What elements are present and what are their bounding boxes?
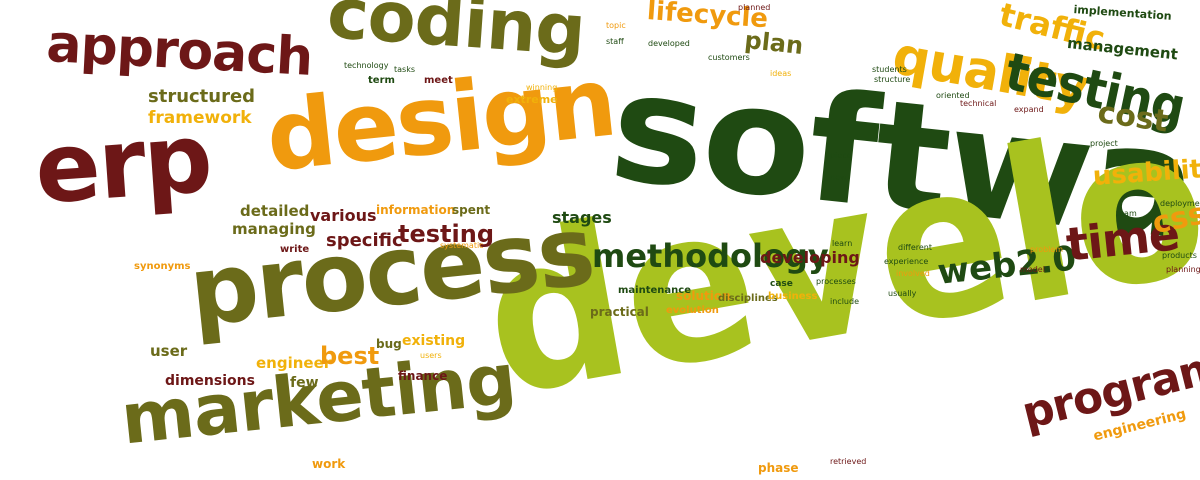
word-processes: processes: [816, 277, 856, 286]
word-usability: usability: [1091, 153, 1200, 192]
word-methodology: methodology: [592, 237, 829, 275]
word-team: team: [1116, 209, 1137, 218]
word-new: new: [830, 173, 847, 182]
word-include: include: [830, 297, 859, 306]
word-existing: existing: [402, 333, 466, 349]
word-extreme: extreme: [506, 93, 558, 106]
word-framework: framework: [148, 108, 252, 128]
word-ideas: ideas: [770, 69, 792, 78]
word-piece: piece: [830, 151, 852, 160]
word-write: write: [280, 244, 310, 255]
word-customers: customers: [708, 53, 750, 62]
word-different: different: [898, 243, 932, 252]
word-planning: planning: [1166, 265, 1200, 274]
word-disciplines: disciplines: [718, 293, 778, 304]
word-best: best: [320, 342, 380, 370]
word-few: few: [290, 375, 319, 391]
word-spent: spent: [452, 203, 491, 217]
word-structured: structured: [148, 86, 256, 107]
word-work: work: [312, 457, 346, 471]
word-various: various: [310, 206, 377, 225]
word-dimensions: dimensions: [165, 373, 255, 389]
word-systematic: systematic: [440, 241, 484, 250]
word-stages: stages: [552, 208, 612, 227]
word-case: case: [770, 279, 793, 289]
word-testing-mid: testing: [398, 220, 494, 248]
word-experience: experience: [884, 257, 929, 266]
word-developed: developed: [648, 39, 690, 48]
word-coding: coding: [324, 0, 588, 72]
word-information: information: [376, 203, 456, 217]
word-involved: involved: [896, 269, 930, 278]
word-structure: structure: [874, 75, 911, 84]
word-learn: learn: [832, 239, 853, 248]
word-maintenance: maintenance: [618, 285, 691, 296]
word-practical: practical: [590, 305, 649, 319]
word-usually: usually: [888, 289, 917, 298]
word-bug: bug: [376, 337, 402, 351]
word-plan: plan: [743, 26, 805, 60]
word-project: project: [1090, 139, 1118, 148]
word-technical: technical: [960, 99, 997, 108]
word-students: students: [872, 65, 907, 74]
word-tasks: tasks: [394, 65, 416, 74]
word-winning: winning: [526, 83, 558, 92]
word-design: design: [261, 45, 620, 194]
word-business: business: [768, 291, 818, 302]
word-expand: expand: [1014, 105, 1044, 114]
word-staff: staff: [606, 37, 624, 46]
word-retrieved: retrieved: [830, 457, 867, 466]
word-oriented: oriented: [936, 91, 970, 100]
word-deployment: deployment: [1160, 199, 1200, 208]
word-problem: problem: [1030, 245, 1064, 254]
word-detailed: detailed: [240, 202, 310, 220]
word-technology: technology: [344, 61, 389, 70]
word-engineer: engineer: [256, 354, 332, 372]
word-products: products: [1162, 251, 1197, 260]
word-phase: phase: [758, 461, 799, 475]
word-approach: approach: [45, 14, 314, 88]
word-finance: finance: [398, 369, 448, 383]
word-users: users: [420, 351, 442, 360]
word-solution: solution: [676, 289, 731, 303]
word-user: user: [150, 342, 188, 360]
word-meet: meet: [424, 75, 453, 86]
word-managing: managing: [232, 220, 316, 238]
word-topic: topic: [606, 21, 626, 30]
word-evolution: evolution: [666, 305, 719, 316]
word-specific: specific: [326, 230, 403, 251]
word-term: term: [368, 75, 395, 86]
word-synonyms: synonyms: [134, 261, 191, 272]
word-developing: developing: [760, 248, 860, 267]
word-planned: planned: [738, 3, 771, 12]
word-model: model: [1020, 265, 1045, 274]
